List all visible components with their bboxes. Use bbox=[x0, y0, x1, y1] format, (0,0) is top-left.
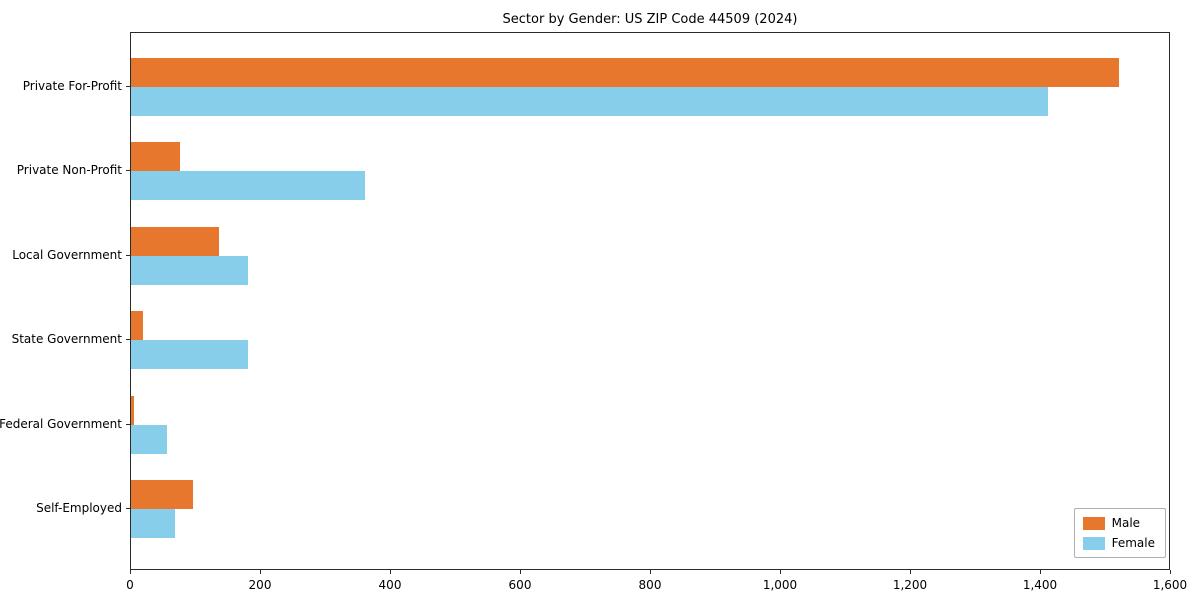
female-legend-swatch-icon bbox=[1082, 536, 1105, 550]
y-axis-category-label: State Government bbox=[11, 332, 122, 346]
y-axis-tick bbox=[126, 86, 130, 87]
y-axis-tick bbox=[126, 339, 130, 340]
x-axis-tick-label: 1,000 bbox=[762, 578, 798, 592]
male-bar bbox=[131, 396, 134, 425]
y-axis-category-label: Federal Government bbox=[0, 417, 122, 431]
legend-label-male: Male bbox=[1111, 516, 1141, 530]
x-axis-tick-label: 1,200 bbox=[892, 578, 928, 592]
female-bar bbox=[131, 509, 175, 538]
x-axis-tick-label: 600 bbox=[508, 578, 532, 592]
y-axis-tick bbox=[126, 424, 130, 425]
x-axis-tick bbox=[390, 570, 391, 574]
legend: Male Female bbox=[1073, 508, 1166, 558]
y-axis-tick bbox=[126, 255, 130, 256]
legend-label-female: Female bbox=[1111, 536, 1155, 550]
y-axis-tick bbox=[126, 170, 130, 171]
x-axis-tick-label: 800 bbox=[638, 578, 662, 592]
y-axis-category-label: Private For-Profit bbox=[22, 79, 122, 93]
legend-entry-female: Female bbox=[1082, 536, 1155, 550]
x-axis-tick bbox=[1170, 570, 1171, 574]
x-axis-tick bbox=[780, 570, 781, 574]
female-bar bbox=[131, 87, 1048, 116]
male-bar bbox=[131, 58, 1119, 87]
x-axis-tick bbox=[650, 570, 651, 574]
chart-title: Sector by Gender: US ZIP Code 44509 (202… bbox=[502, 12, 798, 27]
y-axis-category-label: Local Government bbox=[12, 248, 122, 262]
x-axis-tick bbox=[260, 570, 261, 574]
y-axis-tick bbox=[126, 508, 130, 509]
male-bar bbox=[131, 227, 219, 256]
male-bar bbox=[131, 480, 193, 509]
plot-area bbox=[130, 32, 1170, 570]
female-bar bbox=[131, 171, 365, 200]
female-bar bbox=[131, 256, 248, 285]
x-axis-tick-label: 200 bbox=[248, 578, 272, 592]
x-axis-tick-label: 0 bbox=[126, 578, 134, 592]
x-axis-tick bbox=[910, 570, 911, 574]
x-axis-tick bbox=[130, 570, 131, 574]
x-axis-tick bbox=[520, 570, 521, 574]
y-axis-category-label: Private Non-Profit bbox=[16, 163, 122, 177]
female-bar bbox=[131, 425, 167, 454]
x-axis-tick-label: 1,400 bbox=[1022, 578, 1058, 592]
x-axis-tick-label: 400 bbox=[378, 578, 402, 592]
legend-entry-male: Male bbox=[1082, 516, 1155, 530]
male-bar bbox=[131, 142, 180, 171]
female-bar bbox=[131, 340, 248, 369]
male-bar bbox=[131, 311, 143, 340]
x-axis-tick bbox=[1040, 570, 1041, 574]
x-axis-tick-label: 1,600 bbox=[1152, 578, 1188, 592]
y-axis-category-label: Self-Employed bbox=[36, 501, 122, 515]
male-legend-swatch-icon bbox=[1082, 516, 1105, 530]
